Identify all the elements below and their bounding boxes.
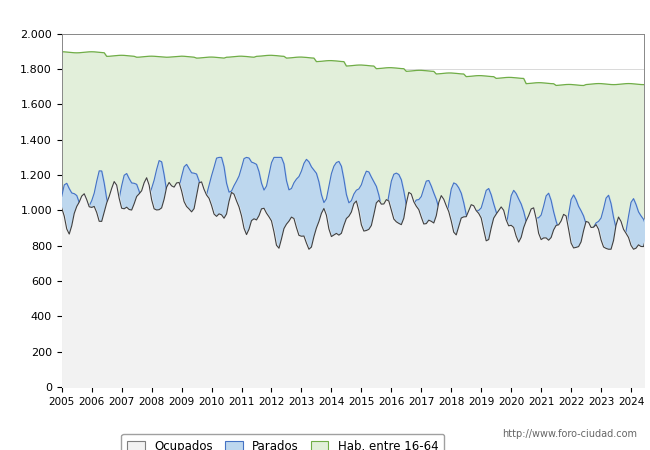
Text: http://www.foro-ciudad.com: http://www.foro-ciudad.com [502,429,637,439]
Text: Bedmar y Garcíez - Evolucion de la poblacion en edad de Trabajar Mayo de 2024: Bedmar y Garcíez - Evolucion de la pobla… [16,9,634,25]
Legend: Ocupados, Parados, Hab. entre 16-64: Ocupados, Parados, Hab. entre 16-64 [122,434,444,450]
